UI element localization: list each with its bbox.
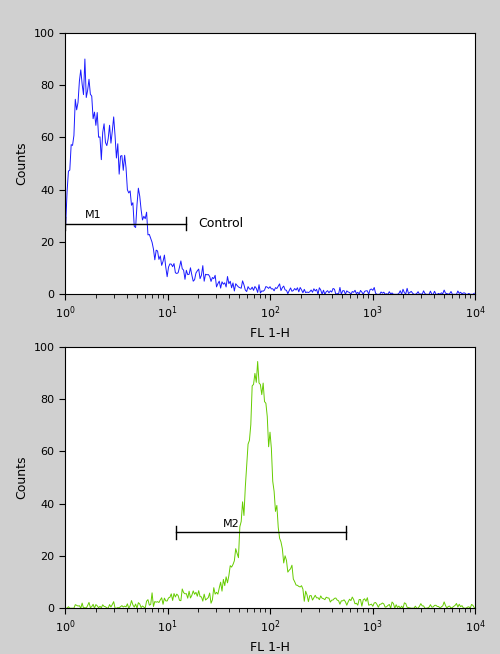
X-axis label: FL 1-H: FL 1-H <box>250 327 290 340</box>
X-axis label: FL 1-H: FL 1-H <box>250 641 290 654</box>
Y-axis label: Counts: Counts <box>15 456 28 499</box>
Text: M2: M2 <box>224 519 240 529</box>
Text: M1: M1 <box>84 211 101 220</box>
Y-axis label: Counts: Counts <box>15 142 28 185</box>
Text: Control: Control <box>198 217 244 230</box>
